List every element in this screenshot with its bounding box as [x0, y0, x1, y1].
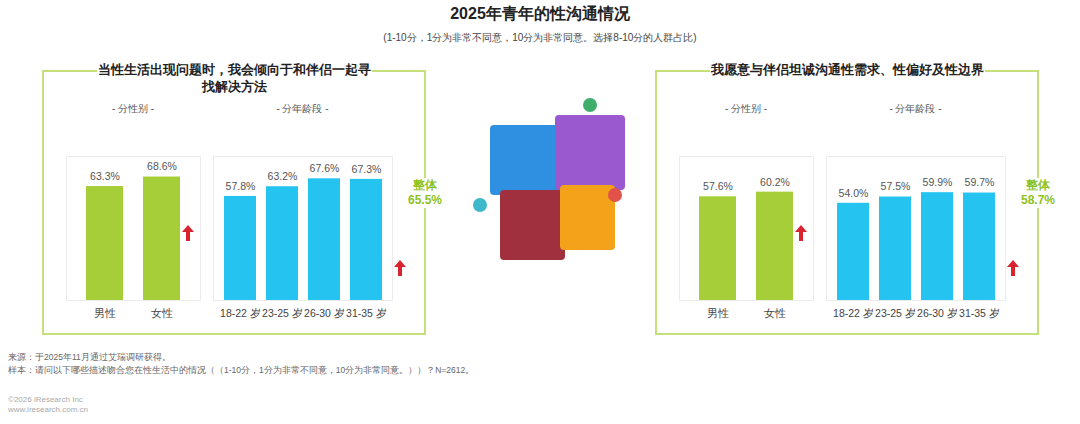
- html-text:来源：于2025年11月通过艾瑞调研获得。: 来源：于2025年11月通过艾瑞调研获得。: [8, 352, 171, 362]
- svg-text:63.2%: 63.2%: [268, 170, 298, 182]
- html-text:当性生活出现问题时，我会倾向于和伴侣一起寻找解决方法: 当性生活出现问题时，我会倾向于和伴侣一起寻找解决方法: [98, 62, 371, 94]
- html-text:(1-10分，1分为非常不同意，10分为非常同意。选择8-1: (1-10分，1分为非常不同意，10分为非常同意。选择8-10分的人群占比): [383, 32, 697, 43]
- html-text:65.5%: 65.5%: [408, 193, 442, 207]
- html-text:- 分年龄段 -: - 分年龄段 -: [889, 103, 942, 114]
- html-text:- 分年龄段 -: - 分年龄段 -: [276, 103, 329, 114]
- svg-text:57.8%: 57.8%: [226, 180, 256, 192]
- html-text:2025年青年的性沟通情况: 2025年青年的性沟通情况: [450, 5, 630, 22]
- svg-text:67.3%: 67.3%: [352, 163, 382, 175]
- svg-text:59.9%: 59.9%: [923, 176, 953, 188]
- svg-text:26-30 岁: 26-30 岁: [917, 307, 958, 319]
- html-text:整体: 整体: [413, 178, 437, 192]
- svg-text:18-22 岁: 18-22 岁: [220, 307, 261, 319]
- svg-text:23-25 岁: 23-25 岁: [875, 307, 916, 319]
- svg-text:67.6%: 67.6%: [310, 162, 340, 174]
- html-text:www.iresearch.com.cn: www.iresearch.com.cn: [8, 405, 88, 414]
- svg-text:59.7%: 59.7%: [965, 176, 995, 188]
- svg-text:57.6%: 57.6%: [703, 180, 733, 192]
- svg-text:男性: 男性: [94, 307, 116, 319]
- svg-text:60.2%: 60.2%: [760, 176, 790, 188]
- html-text:样本：请问以下哪些描述吻合您在性生活中的情况（（1-10分，: 样本：请问以下哪些描述吻合您在性生活中的情况（（1-10分，1分为非常不同意，1…: [8, 365, 475, 375]
- svg-text:23-25 岁: 23-25 岁: [262, 307, 303, 319]
- svg-text:63.3%: 63.3%: [90, 170, 120, 182]
- svg-text:31-35 岁: 31-35 岁: [346, 307, 387, 319]
- html-text:- 分性别 -: - 分性别 -: [724, 103, 768, 114]
- svg-text:68.6%: 68.6%: [147, 160, 177, 172]
- svg-text:男性: 男性: [707, 307, 729, 319]
- html-text:我愿意与伴侣坦诚沟通性需求、性偏好及性边界: 我愿意与伴侣坦诚沟通性需求、性偏好及性边界: [711, 62, 984, 77]
- html-text:整体: 整体: [1026, 178, 1050, 192]
- svg-text:54.0%: 54.0%: [839, 187, 869, 199]
- svg-text:26-30 岁: 26-30 岁: [304, 307, 345, 319]
- html-text:©2026 iResearch Inc: ©2026 iResearch Inc: [8, 395, 83, 404]
- svg-text:57.5%: 57.5%: [881, 180, 911, 192]
- svg-text:女性: 女性: [764, 307, 786, 319]
- html-text:- 分性别 -: - 分性别 -: [111, 103, 155, 114]
- svg-text:女性: 女性: [151, 307, 173, 319]
- svg-text:18-22 岁: 18-22 岁: [833, 307, 874, 319]
- html-text:58.7%: 58.7%: [1021, 193, 1055, 207]
- svg-text:31-35 岁: 31-35 岁: [959, 307, 1000, 319]
